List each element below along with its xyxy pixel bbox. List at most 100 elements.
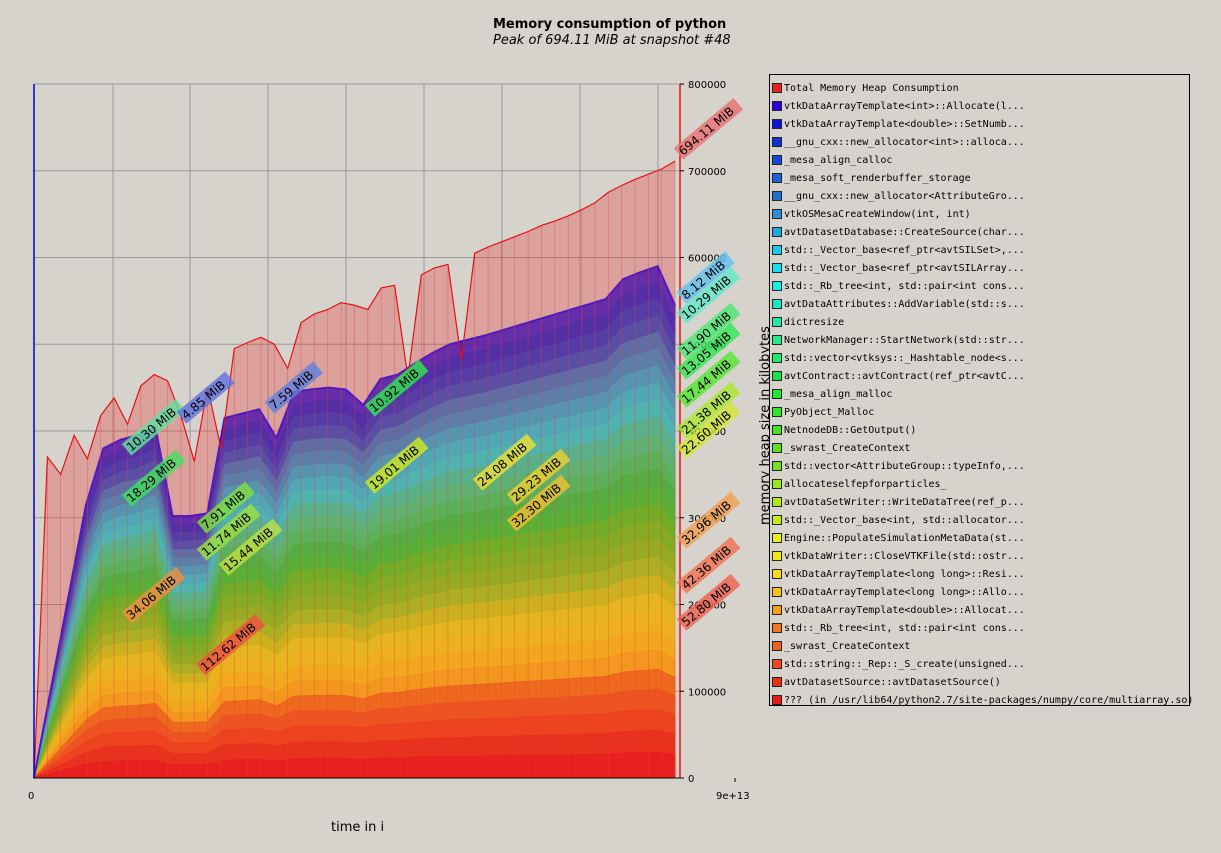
total-line xyxy=(33,160,676,779)
legend-label: allocateselfepforparticles_ xyxy=(784,478,947,490)
x-axis-label: time in i xyxy=(331,820,385,835)
legend-item: _mesa_align_calloc xyxy=(770,151,1189,169)
legend-label: vtkDataWriter::CloseVTKFile(std::ostr... xyxy=(784,550,1025,562)
legend-item: std::vector<vtksys::_Hashtable_node<s... xyxy=(770,349,1189,367)
legend-label: std::_Vector_base<int, std::allocator... xyxy=(784,514,1025,526)
legend-label: _swrast_CreateContext xyxy=(784,640,911,652)
annotation-bg xyxy=(121,398,186,456)
annotation-bg xyxy=(218,518,283,576)
legend-item: std::_Rb_tree<int, std::pair<int cons... xyxy=(770,619,1189,637)
annotation-bg xyxy=(676,401,741,459)
legend-item: avtDatasetSource::avtDatasetSource() xyxy=(770,673,1189,691)
annotation-bg xyxy=(676,302,741,360)
legend-item: PyObject_Malloc xyxy=(770,403,1189,421)
legend-label: vtkDataArrayTemplate<long long>::Allo... xyxy=(784,586,1025,598)
legend-item: vtkDataArrayTemplate<long long>::Resi... xyxy=(770,565,1189,583)
legend-item: __gnu_cxx::new_allocator<int>::alloca... xyxy=(770,133,1189,151)
legend-label: NetnodeDB::GetOutput() xyxy=(784,424,917,436)
annotation-bg xyxy=(195,613,266,676)
legend-swatch xyxy=(772,587,782,597)
legend-item: _swrast_CreateContext xyxy=(770,439,1189,457)
legend-label: __gnu_cxx::new_allocator<AttributeGro... xyxy=(784,190,1025,202)
legend-item: std::string::_Rep::_S_create(unsigned... xyxy=(770,655,1189,673)
legend-swatch xyxy=(772,641,782,651)
legend-swatch xyxy=(772,263,782,273)
legend-label: avtDatasetDatabase::CreateSource(char... xyxy=(784,226,1025,238)
annotation-bg xyxy=(364,359,429,417)
legend-swatch xyxy=(772,173,782,183)
annotation-bg xyxy=(176,371,235,424)
x-tick-label: 0 xyxy=(28,791,34,802)
legend-swatch xyxy=(772,479,782,489)
legend-swatch xyxy=(772,551,782,561)
legend-item: avtDataAttributes::AddVariable(std::s... xyxy=(770,295,1189,313)
legend-swatch xyxy=(772,515,782,525)
legend-item: std::vector<AttributeGroup::typeInfo,... xyxy=(770,457,1189,475)
legend-label: std::_Vector_base<ref_ptr<avtSILArray... xyxy=(784,262,1025,274)
chart-subtitle: Peak of 694.11 MiB at snapshot #48 xyxy=(493,33,731,48)
legend-swatch xyxy=(772,137,782,147)
legend-item: vtkOSMesaCreateWindow(int, int) xyxy=(770,205,1189,223)
legend-item: std::_Rb_tree<int, std::pair<int cons... xyxy=(770,277,1189,295)
annotation-bg xyxy=(196,503,261,561)
legend-label: Total Memory Heap Consumption xyxy=(784,82,959,94)
legend-label: vtkDataArrayTemplate<double>::SetNumb... xyxy=(784,118,1025,130)
annotation-bg xyxy=(676,573,741,631)
legend-label: std::_Vector_base<ref_ptr<avtSILSet>,... xyxy=(784,244,1025,256)
legend-swatch xyxy=(772,425,782,435)
legend-swatch xyxy=(772,83,782,93)
legend-label: avtDatasetSource::avtDatasetSource() xyxy=(784,676,1001,688)
annotation-bg xyxy=(676,251,735,304)
legend: Total Memory Heap Consumption vtkDataArra… xyxy=(769,74,1193,709)
y-tick-label: 800000 xyxy=(688,80,726,91)
annotation-bg xyxy=(676,381,741,439)
legend-label: PyObject_Malloc xyxy=(784,406,875,418)
annotation-bg xyxy=(676,266,741,324)
legend-swatch xyxy=(772,623,782,633)
legend-label: avtContract::avtContract(ref_ptr<avtC... xyxy=(784,370,1025,382)
legend-swatch xyxy=(772,317,782,327)
annotation-bg xyxy=(121,566,186,624)
annotation-bg xyxy=(676,491,741,549)
legend-swatch xyxy=(772,155,782,165)
legend-label: vtkOSMesaCreateWindow(int, int) xyxy=(784,208,971,220)
legend-item: ??? (in /usr/lib64/python2.7/site-packag… xyxy=(770,691,1193,709)
legend-label: std::vector<AttributeGroup::typeInfo,... xyxy=(784,460,1025,472)
legend-swatch xyxy=(772,443,782,453)
x-tick-label: 9e+13 xyxy=(716,791,750,802)
legend-label: Engine::PopulateSimulationMetaData(st... xyxy=(784,532,1025,544)
legend-label: std::_Rb_tree<int, std::pair<int cons... xyxy=(784,622,1025,634)
legend-item: _mesa_soft_renderbuffer_storage xyxy=(770,169,1189,187)
legend-swatch xyxy=(772,353,782,363)
legend-item: vtkDataArrayTemplate<long long>::Allo... xyxy=(770,583,1189,601)
annotation: 694.11 MiB xyxy=(673,97,744,160)
annotation-bg xyxy=(676,536,741,594)
legend-item: vtkDataArrayTemplate<double>::SetNumb... xyxy=(770,115,1189,133)
legend-item: NetnodeDB::GetOutput() xyxy=(770,421,1189,439)
legend-swatch xyxy=(772,407,782,417)
legend-swatch xyxy=(772,227,782,237)
legend-swatch xyxy=(772,335,782,345)
legend-swatch xyxy=(772,389,782,399)
annotation-bg xyxy=(506,448,571,506)
annotation-bg xyxy=(506,474,571,532)
legend-swatch xyxy=(772,497,782,507)
legend-swatch xyxy=(772,209,782,219)
legend-label: ??? (in /usr/lib64/python2.7/site-packag… xyxy=(784,694,1194,706)
legend-swatch xyxy=(772,371,782,381)
legend-item: dictresize xyxy=(770,313,1189,331)
chart-title: Memory consumption of python xyxy=(493,17,727,32)
legend-label: std::_Rb_tree<int, std::pair<int cons... xyxy=(784,280,1025,292)
annotation-bg xyxy=(676,322,741,380)
legend-label: vtkDataArrayTemplate<int>::Allocate(l... xyxy=(784,100,1025,112)
y-tick-label: 0 xyxy=(688,774,694,785)
legend-item: vtkDataArrayTemplate<int>::Allocate(l... xyxy=(770,97,1189,115)
legend-swatch xyxy=(772,695,782,705)
legend-label: NetworkManager::StartNetwork(std::str... xyxy=(784,334,1025,346)
legend-swatch xyxy=(772,281,782,291)
legend-swatch xyxy=(772,533,782,543)
annotation-bg xyxy=(673,97,744,160)
legend-item: allocateselfepforparticles_ xyxy=(770,475,1189,493)
legend-item: avtDataSetWriter::WriteDataTree(ref_p... xyxy=(770,493,1189,511)
